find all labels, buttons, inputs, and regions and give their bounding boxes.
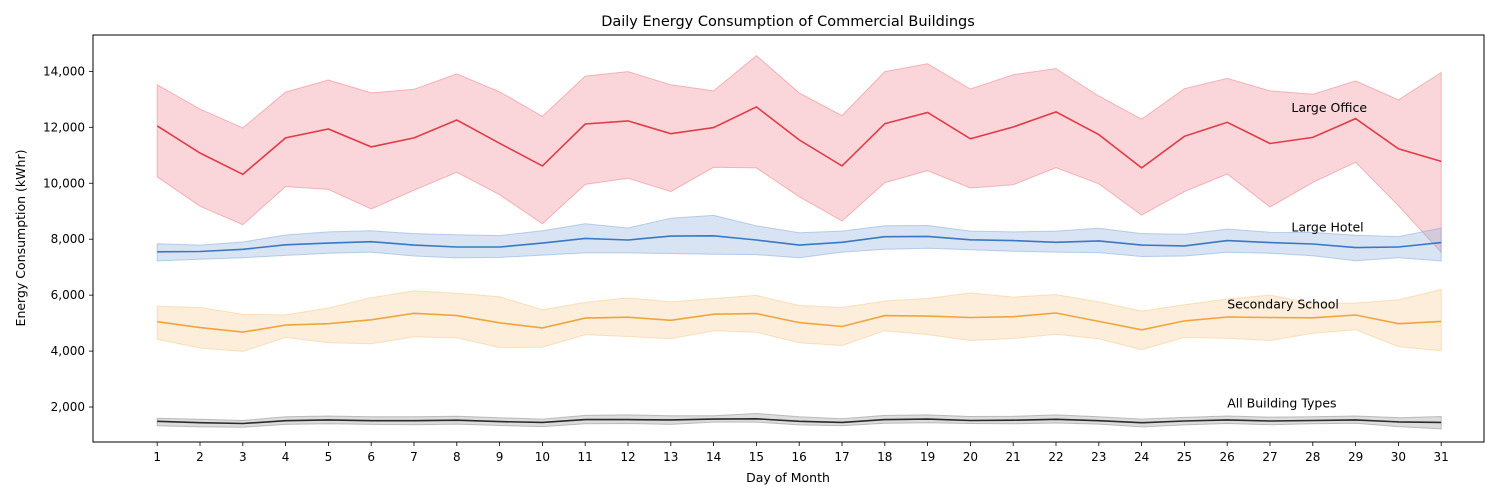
- y-tick-label: 4,000: [51, 344, 85, 358]
- x-axis: 1 2 3 4 5 6 7 8 9 10 11 12 13 14 15 16 17 18 19 20 21 22 23 24 2…: [153, 442, 1449, 464]
- x-tick-label: 16: [792, 450, 807, 464]
- annotation-secondary-school: Secondary School: [1227, 297, 1339, 312]
- x-tick-label: 4: [282, 450, 290, 464]
- x-tick-label: 18: [877, 450, 892, 464]
- y-tick-label: 2,000: [51, 400, 85, 414]
- series-annotations: Large Office Large Hotel Secondary School A…: [1227, 100, 1367, 410]
- x-tick-label: 20: [963, 450, 978, 464]
- x-tick-label: 22: [1048, 450, 1063, 464]
- secondary-school-line: [157, 312, 1442, 333]
- x-tick-label: 5: [325, 450, 333, 464]
- x-tick-label: 21: [1006, 450, 1021, 464]
- x-tick-label: 27: [1262, 450, 1277, 464]
- plot-frame: [92, 34, 1485, 443]
- all-building-types-line: [157, 417, 1442, 425]
- x-tick-label: 19: [920, 450, 935, 464]
- x-tick-label: 29: [1348, 450, 1363, 464]
- x-tick-label: 10: [535, 450, 550, 464]
- x-tick-label: 8: [453, 450, 461, 464]
- y-tick-label: 12,000: [43, 120, 85, 134]
- y-tick-label: 14,000: [43, 64, 85, 78]
- x-tick-label: 11: [578, 450, 593, 464]
- x-tick-label: 2: [196, 450, 204, 464]
- x-tick-label: 6: [367, 450, 375, 464]
- annotation-large-hotel: Large Hotel: [1291, 220, 1363, 235]
- x-tick-label: 26: [1220, 450, 1235, 464]
- x-tick-label: 14: [706, 450, 721, 464]
- x-tick-label: 3: [239, 450, 247, 464]
- x-axis-label: Day of Month: [746, 470, 830, 485]
- y-axis: 2,000 4,000 6,000 8,000 10,000 12,000 14,000: [43, 64, 93, 414]
- x-tick-label: 28: [1305, 450, 1320, 464]
- x-tick-label: 30: [1391, 450, 1406, 464]
- x-tick-label: 12: [620, 450, 635, 464]
- x-tick-label: 17: [834, 450, 849, 464]
- x-tick-label: 15: [749, 450, 764, 464]
- chart-title: Daily Energy Consumption of Commercial B…: [601, 14, 975, 30]
- series-lines: [156, 105, 1442, 425]
- x-tick-label: 1: [153, 450, 161, 464]
- y-axis-label: Energy Consumption (kWhr): [13, 150, 28, 327]
- x-tick-label: 23: [1091, 450, 1106, 464]
- x-tick-label: 7: [410, 450, 418, 464]
- annotation-large-office: Large Office: [1291, 100, 1367, 115]
- large-hotel-line: [157, 234, 1442, 253]
- secondary-school-band: [156, 288, 1442, 352]
- y-tick-label: 8,000: [51, 232, 85, 246]
- x-tick-label: 31: [1434, 450, 1449, 464]
- large-office-line: [156, 105, 1442, 176]
- confidence-bands: [156, 55, 1442, 430]
- large-office-band: [156, 55, 1442, 254]
- annotation-all-building-types: All Building Types: [1227, 395, 1336, 410]
- y-tick-label: 10,000: [43, 176, 85, 190]
- large-hotel-band: [156, 214, 1442, 262]
- x-tick-label: 9: [496, 450, 504, 464]
- x-tick-label: 25: [1177, 450, 1192, 464]
- x-tick-label: 24: [1134, 450, 1149, 464]
- x-tick-label: 13: [663, 450, 678, 464]
- y-tick-label: 6,000: [51, 288, 85, 302]
